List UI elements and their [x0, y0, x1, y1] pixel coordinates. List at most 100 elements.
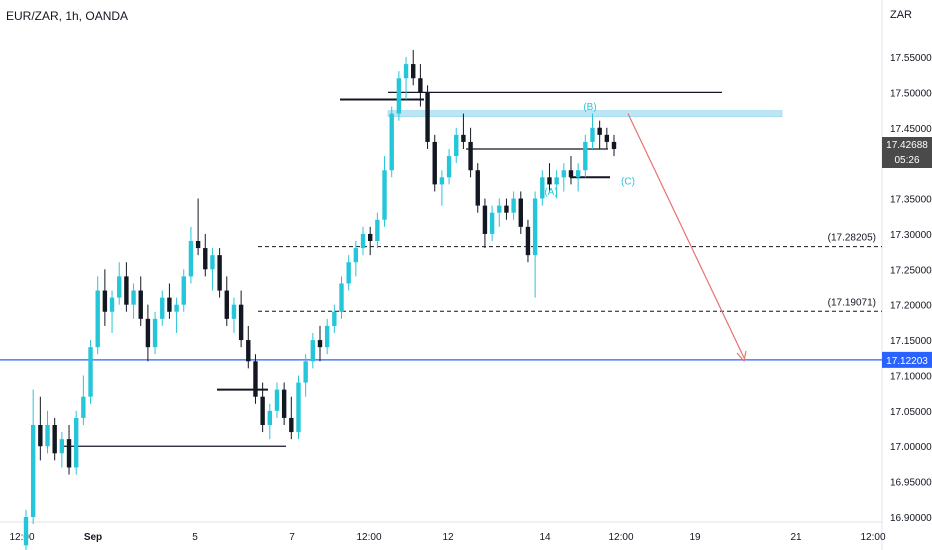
y-tick-label: 17.05000 [890, 407, 932, 418]
candle-body [454, 134, 459, 157]
candle-body [432, 141, 437, 185]
candle-body [339, 283, 344, 312]
candle-body [382, 170, 387, 220]
candle-body [597, 127, 602, 135]
y-tick-label: 17.10000 [890, 371, 932, 382]
candle-body [346, 262, 351, 284]
candle-body [30, 425, 36, 517]
level-label: (17.19071) [828, 297, 876, 308]
candle-body [332, 311, 337, 326]
candle-body [38, 425, 43, 447]
candle-body [138, 290, 143, 319]
candle-body [52, 425, 57, 454]
candle-body [497, 205, 502, 213]
candle-body [604, 134, 610, 142]
x-tick-label: 7 [289, 532, 295, 543]
candle-body [102, 290, 108, 312]
candle-body [117, 276, 122, 298]
candle-body [174, 304, 179, 312]
target-price-label: 17.12203 [886, 356, 928, 367]
candle-body [274, 389, 280, 411]
candle-body [81, 396, 86, 418]
candle-body [367, 233, 373, 241]
x-tick-label: 12 [442, 532, 454, 543]
candle-body [260, 396, 265, 425]
candle-body [547, 177, 552, 185]
candle-body [109, 297, 115, 312]
candle-body [217, 255, 222, 291]
wave-label: (C) [621, 176, 635, 187]
candle-body [554, 177, 559, 185]
candle-body [224, 290, 229, 319]
candle-body [210, 255, 215, 270]
candle-body [575, 170, 581, 178]
candle-body [310, 340, 316, 362]
candle-body [396, 78, 402, 114]
wave-label: (B) [583, 102, 596, 113]
target-price-badge [882, 351, 932, 368]
candle-body [540, 177, 545, 199]
x-tick-label: Sep [84, 532, 102, 543]
candle-body [181, 276, 186, 305]
candle-body [238, 304, 244, 341]
candle-body [475, 170, 480, 206]
candle-body [590, 127, 595, 142]
candle-body [303, 361, 308, 383]
candle-body [267, 410, 273, 425]
candle-body [253, 361, 258, 397]
candle-body [411, 64, 416, 79]
candle-body [152, 318, 158, 348]
candle-body [439, 177, 445, 185]
candle-body [167, 297, 172, 312]
y-tick-label: 16.90000 [890, 513, 932, 524]
y-tick-label: 17.35000 [890, 195, 932, 206]
candle-body [504, 205, 509, 213]
wave-label: (A) [544, 187, 557, 198]
y-tick-label: 17.45000 [890, 124, 932, 135]
candle-body [160, 297, 165, 319]
candle-body [23, 517, 29, 546]
level-label: (17.28205) [828, 233, 876, 244]
candle-body [425, 92, 430, 142]
candle-body [511, 198, 516, 213]
candle-body [353, 248, 359, 263]
candle-body [289, 417, 294, 433]
candle-body [281, 389, 287, 418]
x-tick-label: 21 [790, 532, 802, 543]
y-tick-label: 17.55000 [890, 53, 932, 64]
candle-body [375, 219, 380, 241]
x-tick-label: 12:00 [356, 532, 381, 543]
candle-body [324, 325, 330, 348]
y-tick-label: 17.00000 [890, 442, 932, 453]
candle-body [124, 276, 129, 305]
candle-body [145, 318, 151, 348]
candle-body [525, 226, 531, 256]
forecast-arrow-line [627, 113, 745, 359]
x-tick-label: 12:00 [9, 532, 34, 543]
y-tick-label: 17.30000 [890, 230, 932, 241]
candle-body [446, 156, 452, 178]
candle-body [203, 248, 208, 270]
candle-body [561, 170, 567, 178]
y-tick-label: 17.50000 [890, 88, 932, 99]
candle-body [389, 113, 394, 171]
forecast-arrow-head [736, 350, 747, 363]
x-tick-label: 19 [689, 532, 701, 543]
candle-body [66, 439, 72, 468]
candle-body [611, 141, 617, 149]
bar-countdown: 05:26 [882, 154, 932, 168]
candle-body [246, 340, 251, 362]
currency-label: ZAR [890, 9, 912, 21]
last-price-badge: 17.42688 [882, 137, 932, 154]
y-tick-label: 17.25000 [890, 265, 932, 276]
candle-body [296, 382, 301, 433]
candle-body [131, 290, 136, 305]
candle-body [317, 340, 323, 348]
candle-body [73, 417, 79, 468]
candle-body [489, 212, 495, 234]
x-tick-label: 14 [539, 532, 551, 543]
candle-body [518, 198, 523, 227]
candle-body [188, 241, 194, 277]
candle-body [461, 134, 466, 142]
